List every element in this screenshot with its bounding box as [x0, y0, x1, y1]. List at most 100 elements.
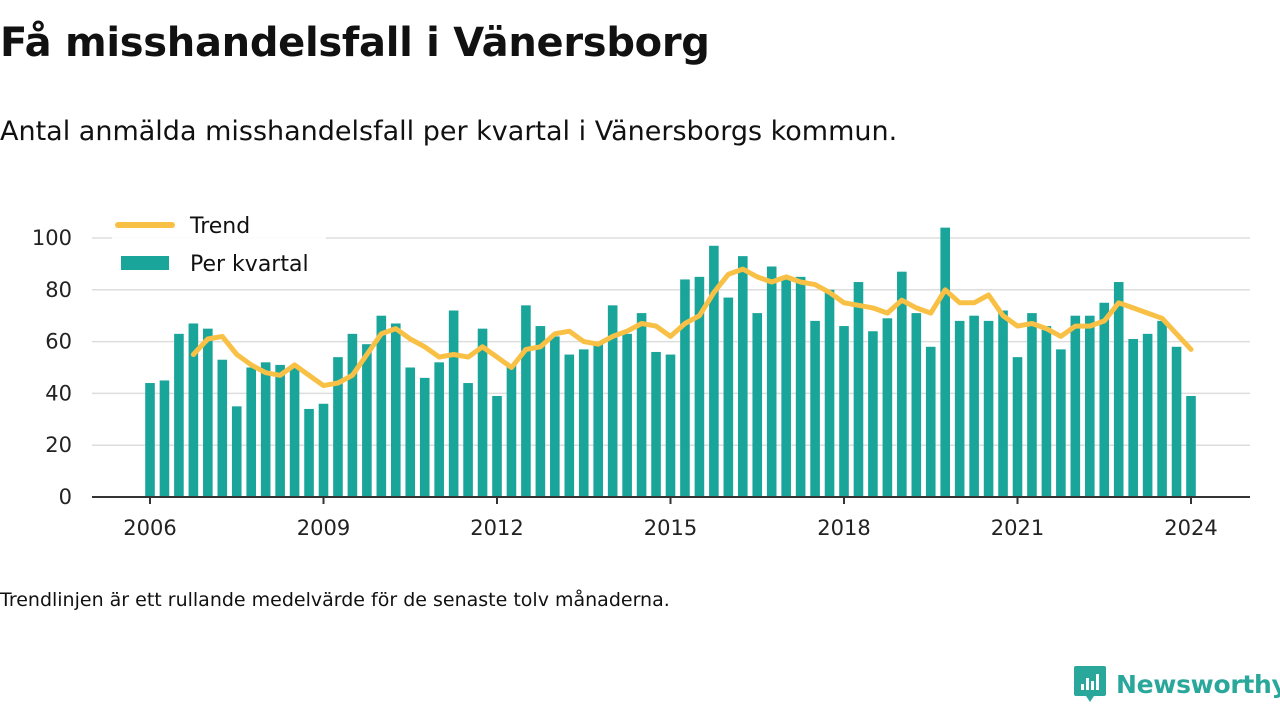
- bar: [231, 406, 242, 497]
- bar: [925, 346, 936, 497]
- chart-subtitle: Antal anmälda misshandelsfall per kvarta…: [0, 116, 898, 147]
- bar: [737, 256, 748, 497]
- bar: [954, 320, 965, 497]
- bar: [1186, 395, 1196, 497]
- bar: [419, 377, 430, 497]
- bar: [781, 279, 791, 497]
- bar: [521, 305, 531, 497]
- bar: [376, 315, 387, 497]
- legend-trend-label: Trend: [189, 214, 250, 239]
- bar: [506, 364, 517, 497]
- bar: [275, 364, 285, 497]
- bar: [145, 383, 155, 497]
- bar: [174, 333, 184, 497]
- bar: [622, 333, 632, 497]
- brand: Newsworthy: [1072, 664, 1280, 704]
- bar: [1041, 326, 1052, 497]
- bar: [304, 408, 314, 497]
- bar: [1070, 315, 1081, 497]
- bar: [636, 313, 647, 497]
- bar: [694, 276, 705, 497]
- bar: [390, 323, 401, 497]
- bar: [188, 323, 199, 497]
- bar: [940, 227, 951, 497]
- bar: [362, 344, 372, 497]
- chart-area: 0 20 40 60 80 100 2006 2009 2012 2015 2018 2021 2024…: [31, 206, 1250, 540]
- bar: [550, 336, 560, 497]
- bar: [853, 282, 864, 497]
- bar: [766, 266, 777, 497]
- trend-line: [190, 266, 1194, 389]
- bar: [289, 367, 300, 497]
- bar: [1142, 333, 1153, 497]
- bar: [159, 380, 170, 497]
- bar: [824, 289, 835, 497]
- y-tick-label: 40: [45, 381, 72, 405]
- y-tick-label: 60: [45, 330, 72, 354]
- bar: [463, 383, 473, 497]
- bar: [882, 318, 893, 497]
- bar: [1113, 282, 1124, 497]
- bar: [665, 354, 676, 497]
- bar: [1171, 346, 1182, 497]
- bar: [1128, 339, 1138, 497]
- bar: [897, 271, 907, 497]
- bar: [1056, 349, 1066, 497]
- x-tick-label: 2006: [123, 516, 176, 540]
- bar: [593, 344, 604, 497]
- bar: [203, 328, 213, 497]
- bar: [1012, 357, 1023, 497]
- bar: [723, 297, 734, 497]
- bar: [810, 320, 820, 497]
- brand-name: Newsworthy: [1116, 669, 1280, 699]
- bar: [752, 313, 763, 497]
- bar: [998, 310, 1008, 497]
- bar: [969, 315, 979, 497]
- y-tick-label: 80: [45, 278, 72, 302]
- bar: [868, 331, 878, 497]
- y-tick-label: 100: [32, 226, 72, 250]
- bar: [448, 310, 459, 497]
- legend-bar-swatch: [121, 256, 169, 270]
- bar: [246, 367, 257, 497]
- bar: [578, 349, 589, 497]
- x-tick-label: 2009: [297, 516, 350, 540]
- bar: [1084, 315, 1095, 497]
- bar: [1099, 302, 1110, 497]
- bar: [260, 362, 271, 497]
- x-tick-label: 2015: [644, 516, 697, 540]
- bar: [911, 313, 922, 497]
- legend-bar-label: Per kvartal: [190, 252, 309, 277]
- bar: [680, 279, 690, 497]
- legend: Trend Per kvartal: [112, 206, 326, 284]
- trend-series: [190, 266, 1194, 389]
- newsworthy-logo-icon: [1074, 666, 1106, 702]
- x-tick-label: 2024: [1164, 516, 1217, 540]
- bar: [347, 333, 358, 497]
- bar: [983, 320, 994, 497]
- bar: [651, 351, 661, 497]
- bar: [535, 326, 546, 497]
- bar: [1157, 320, 1167, 497]
- chart-title: Få misshandelsfall i Vänersborg: [0, 20, 710, 66]
- x-tick-label: 2021: [991, 516, 1044, 540]
- bar: [839, 326, 849, 497]
- x-tick-label: 2012: [470, 516, 523, 540]
- bar: [405, 367, 416, 497]
- axes: 0 20 40 60 80 100 2006 2009 2012 2015 2018 2021 2024: [32, 226, 1250, 540]
- bar-series: [145, 227, 1196, 497]
- x-tick-label: 2018: [817, 516, 870, 540]
- bar: [318, 403, 329, 497]
- bar: [217, 359, 228, 497]
- y-tick-label: 20: [45, 433, 72, 457]
- bar: [492, 395, 502, 497]
- bar: [477, 328, 488, 497]
- bar: [333, 357, 343, 497]
- bar: [1027, 313, 1037, 497]
- bar: [795, 276, 806, 497]
- bar: [564, 354, 575, 497]
- bar: [709, 245, 719, 497]
- bar: [434, 362, 444, 497]
- footnote: Trendlinjen är ett rullande medelvärde f…: [0, 589, 670, 611]
- bar: [607, 305, 618, 497]
